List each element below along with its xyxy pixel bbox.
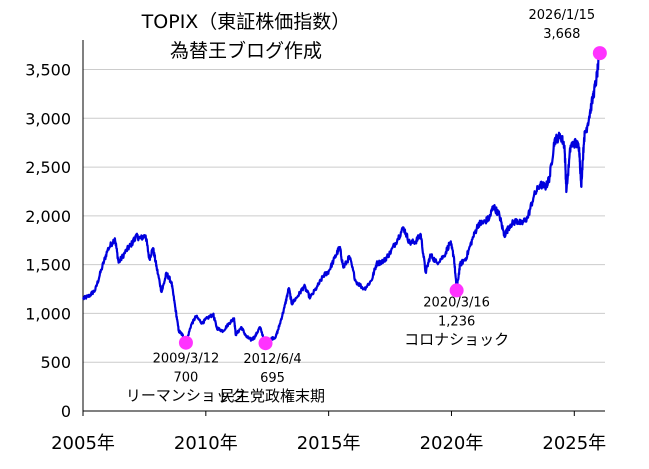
annotation-event: リーマンショック <box>126 387 246 405</box>
annotation-value: 695 <box>260 371 285 386</box>
annotation-marker <box>592 46 607 61</box>
x-tick-label: 2020年 <box>420 433 484 454</box>
annotation-markers <box>178 46 607 351</box>
y-tick-label: 3,000 <box>25 109 71 128</box>
y-tick-label: 0 <box>61 402 71 421</box>
annotation-date: 2026/1/15 <box>529 8 596 23</box>
chart-subtitle: 為替王ブログ作成 <box>170 39 322 62</box>
x-tick-label: 2010年 <box>174 433 238 454</box>
y-tick-label: 1,500 <box>25 256 71 275</box>
annotation-date: 2020/3/16 <box>423 295 490 310</box>
annotation-value: 700 <box>174 371 199 386</box>
chart-title: TOPIX（東証株価指数） <box>141 11 351 33</box>
annotation-value: 3,668 <box>543 27 580 42</box>
y-tick-label: 1,000 <box>25 304 71 323</box>
x-tick-label: 2005年 <box>51 433 115 454</box>
annotation-date: 2012/6/4 <box>243 352 301 367</box>
annotation-event: 民主党政権末期 <box>220 387 325 405</box>
annotation-value: 1,236 <box>438 314 475 329</box>
x-tick-label: 2015年 <box>297 433 361 454</box>
y-tick-label: 3,500 <box>25 61 71 80</box>
annotation-marker <box>178 335 193 350</box>
y-tick-label: 500 <box>40 353 71 372</box>
annotation-event: コロナショック <box>404 330 509 348</box>
axes <box>82 40 605 416</box>
tick-labels: 0 500 1,000 1,500 2,000 2,500 3,000 3,500 2005年 2… <box>25 61 606 454</box>
series-line-0 <box>82 51 601 345</box>
annotation-date: 2009/3/12 <box>153 352 220 367</box>
series-layer <box>82 51 601 345</box>
annotation-marker <box>258 336 273 351</box>
y-tick-label: 2,000 <box>25 207 71 226</box>
x-tick-label: 2025年 <box>542 433 606 454</box>
annotation-marker <box>449 283 464 298</box>
y-tick-label: 2,500 <box>25 158 71 177</box>
